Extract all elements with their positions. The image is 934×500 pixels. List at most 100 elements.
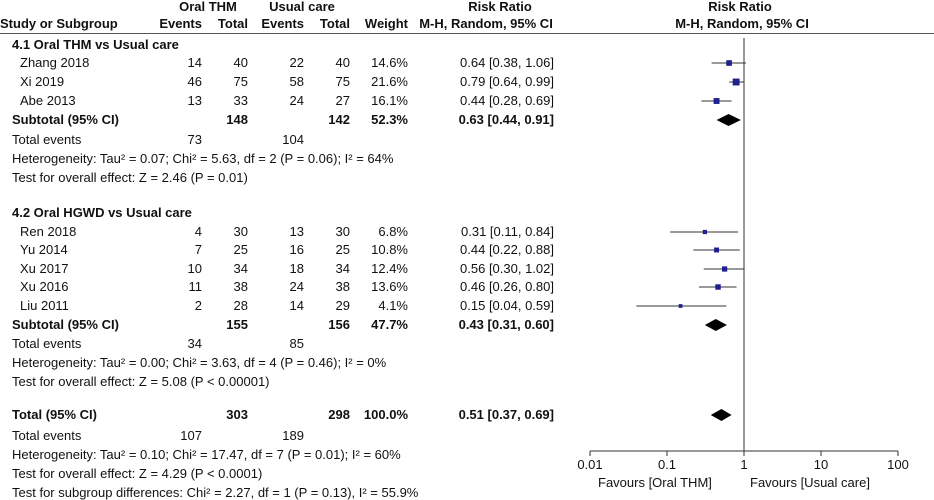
total-weight: 100.0%: [363, 407, 408, 422]
ci-text: 0.44 [0.28, 0.69]: [460, 93, 554, 108]
study-name: Xi 2019: [20, 74, 65, 89]
total2: 34: [335, 261, 350, 276]
events1: 10: [187, 261, 202, 276]
total1: 33: [233, 93, 248, 108]
events2: 16: [289, 242, 304, 257]
point-estimate: [702, 229, 707, 235]
point-estimate: [726, 60, 732, 66]
subgroup-differences: Test for subgroup differences: Chi² = 2.…: [12, 485, 419, 500]
events2: 24: [289, 93, 304, 108]
favours-left: Favours [Oral THM]: [598, 475, 712, 490]
study-name: Liu 2011: [20, 298, 69, 313]
weight: 10.8%: [371, 242, 408, 257]
ci-text: 0.56 [0.30, 1.02]: [460, 261, 554, 276]
point-estimate: [678, 304, 683, 308]
heterogeneity: Heterogeneity: Tau² = 0.00; Chi² = 3.63,…: [12, 355, 387, 370]
col-study: Study or Subgroup: [0, 16, 118, 31]
weight: 12.4%: [371, 261, 408, 276]
weight: 4.1%: [378, 298, 408, 313]
overall-effect: Test for overall effect: Z = 4.29 (P < 0…: [12, 466, 263, 481]
total-events-2: 85: [289, 336, 304, 351]
total-events-label: Total events: [12, 336, 82, 351]
events1: 2: [194, 298, 202, 313]
ci-text: 0.64 [0.38, 1.06]: [460, 55, 554, 70]
study-name: Zhang 2018: [20, 55, 90, 70]
study-name: Yu 2014: [20, 242, 68, 257]
total2: 38: [335, 279, 350, 294]
subtotal-n1: 148: [226, 112, 248, 127]
subtotal-ci: 0.63 [0.44, 0.91]: [458, 112, 554, 127]
events2: 13: [289, 224, 304, 239]
total-events-2: 189: [282, 428, 304, 443]
x-tick-label: 100: [887, 457, 909, 472]
total-diamond: [710, 409, 732, 421]
overall-effect: Test for overall effect: Z = 5.08 (P < 0…: [12, 374, 270, 389]
subtotal-n1: 155: [226, 317, 248, 332]
group1-header: Oral THM: [179, 0, 237, 14]
ci-text: 0.44 [0.22, 0.88]: [460, 242, 554, 257]
total1: 28: [233, 298, 248, 313]
col-total2: Total: [319, 16, 350, 31]
weight: 6.8%: [378, 224, 408, 239]
x-tick-label: 10: [814, 457, 828, 472]
total2: 75: [335, 74, 350, 89]
total-ci: 0.51 [0.37, 0.69]: [458, 407, 554, 422]
events1: 13: [187, 93, 202, 108]
subtotal-n2: 142: [328, 112, 350, 127]
events2: 24: [289, 279, 304, 294]
heterogeneity: Heterogeneity: Tau² = 0.07; Chi² = 5.63,…: [12, 151, 394, 166]
total1: 38: [233, 279, 248, 294]
rr-title-left: Risk Ratio: [468, 0, 532, 14]
total1: 34: [233, 261, 248, 276]
total2: 29: [335, 298, 350, 313]
col-total1: Total: [217, 16, 248, 31]
events2: 22: [289, 55, 304, 70]
total2: 40: [335, 55, 350, 70]
group2-header: Usual care: [269, 0, 335, 14]
x-tick-label: 0.01: [577, 457, 602, 472]
x-tick-label: 1: [740, 457, 747, 472]
events2: 18: [289, 261, 304, 276]
favours-right: Favours [Usual care]: [750, 475, 870, 490]
col-events2: Events: [261, 16, 304, 31]
subtotal-diamond: [704, 319, 727, 331]
header-divider: [0, 33, 934, 34]
ci-text: 0.46 [0.26, 0.80]: [460, 279, 554, 294]
subtotal-diamond: [716, 114, 741, 126]
weight: 14.6%: [371, 55, 408, 70]
events1: 46: [187, 74, 202, 89]
total-events-label: Total events: [12, 428, 82, 443]
rr-title-right: Risk Ratio: [708, 0, 772, 14]
events1: 4: [194, 224, 202, 239]
weight: 16.1%: [371, 93, 408, 108]
total1: 40: [233, 55, 248, 70]
study-name: Xu 2016: [20, 279, 69, 294]
col-events1: Events: [159, 16, 202, 31]
subtotal-n2: 156: [328, 317, 350, 332]
study-name: Abe 2013: [20, 93, 76, 108]
subtotal-weight: 47.7%: [371, 317, 408, 332]
total-events-1: 34: [187, 336, 202, 351]
point-estimate: [713, 98, 720, 104]
point-estimate: [732, 78, 740, 86]
study-name: Xu 2017: [20, 261, 69, 276]
weight: 21.6%: [371, 74, 408, 89]
total-events-1: 73: [187, 132, 202, 147]
col-method-right: M-H, Random, 95% CI: [675, 16, 809, 31]
total-label: Total (95% CI): [12, 407, 97, 422]
subtotal-weight: 52.3%: [371, 112, 408, 127]
total2: 27: [335, 93, 350, 108]
total1: 25: [233, 242, 248, 257]
col-method-left: M-H, Random, 95% CI: [419, 16, 553, 31]
events2: 14: [289, 298, 304, 313]
total-n2: 298: [328, 407, 350, 422]
group-title: 4.1 Oral THM vs Usual care: [12, 37, 179, 52]
point-estimate: [721, 266, 728, 272]
events1: 11: [188, 279, 203, 294]
group-title: 4.2 Oral HGWD vs Usual care: [12, 205, 192, 220]
point-estimate: [715, 284, 721, 290]
study-name: Ren 2018: [20, 224, 77, 239]
events2: 58: [289, 74, 304, 89]
ci-text: 0.79 [0.64, 0.99]: [460, 74, 554, 89]
